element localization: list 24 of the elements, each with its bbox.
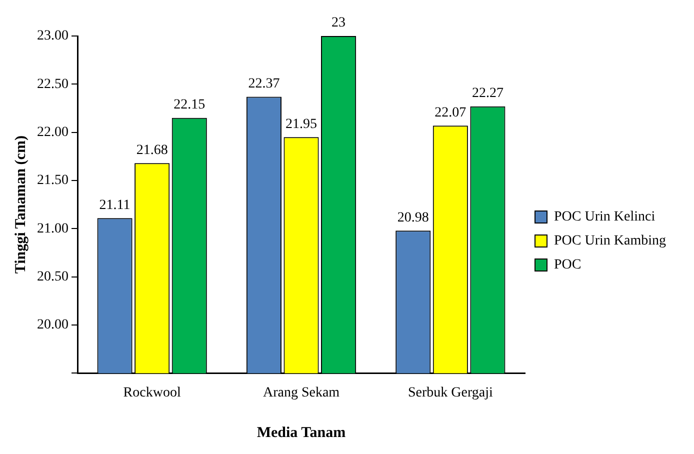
legend-label: POC: [554, 258, 582, 273]
data-label: 21.95: [286, 116, 317, 132]
data-label: 22.27: [472, 86, 504, 101]
x-axis-title: Media Tanam: [256, 424, 346, 441]
y-tick-label: 22.00: [37, 125, 68, 140]
legend-label: POC Urin Kambing: [554, 234, 666, 249]
data-label: 22.07: [434, 105, 466, 120]
y-tick-label: 21.00: [37, 221, 68, 236]
data-label: 21.68: [136, 142, 168, 158]
data-label: 22.15: [174, 98, 206, 113]
legend-label: POC Urin Kelinci: [554, 210, 656, 225]
y-tick-label: 22.50: [37, 76, 68, 92]
y-tick-label: 20.00: [37, 318, 68, 333]
data-label: 21.11: [99, 198, 130, 213]
y-axis-title: Tinggi Tanaman (cm): [12, 136, 29, 274]
data-label: 23: [332, 16, 346, 31]
x-tick-label: Arang Sekam: [262, 385, 340, 400]
data-label: 20.98: [397, 210, 429, 226]
x-tick-label: Serbuk Gergaji: [408, 385, 493, 400]
x-tick-label: Rockwool: [123, 385, 181, 400]
data-label: 22.37: [248, 76, 280, 92]
y-tick-label: 20.50: [37, 270, 68, 285]
y-tick-label: 23.00: [37, 28, 68, 44]
y-tick-label: 21.50: [37, 173, 68, 188]
